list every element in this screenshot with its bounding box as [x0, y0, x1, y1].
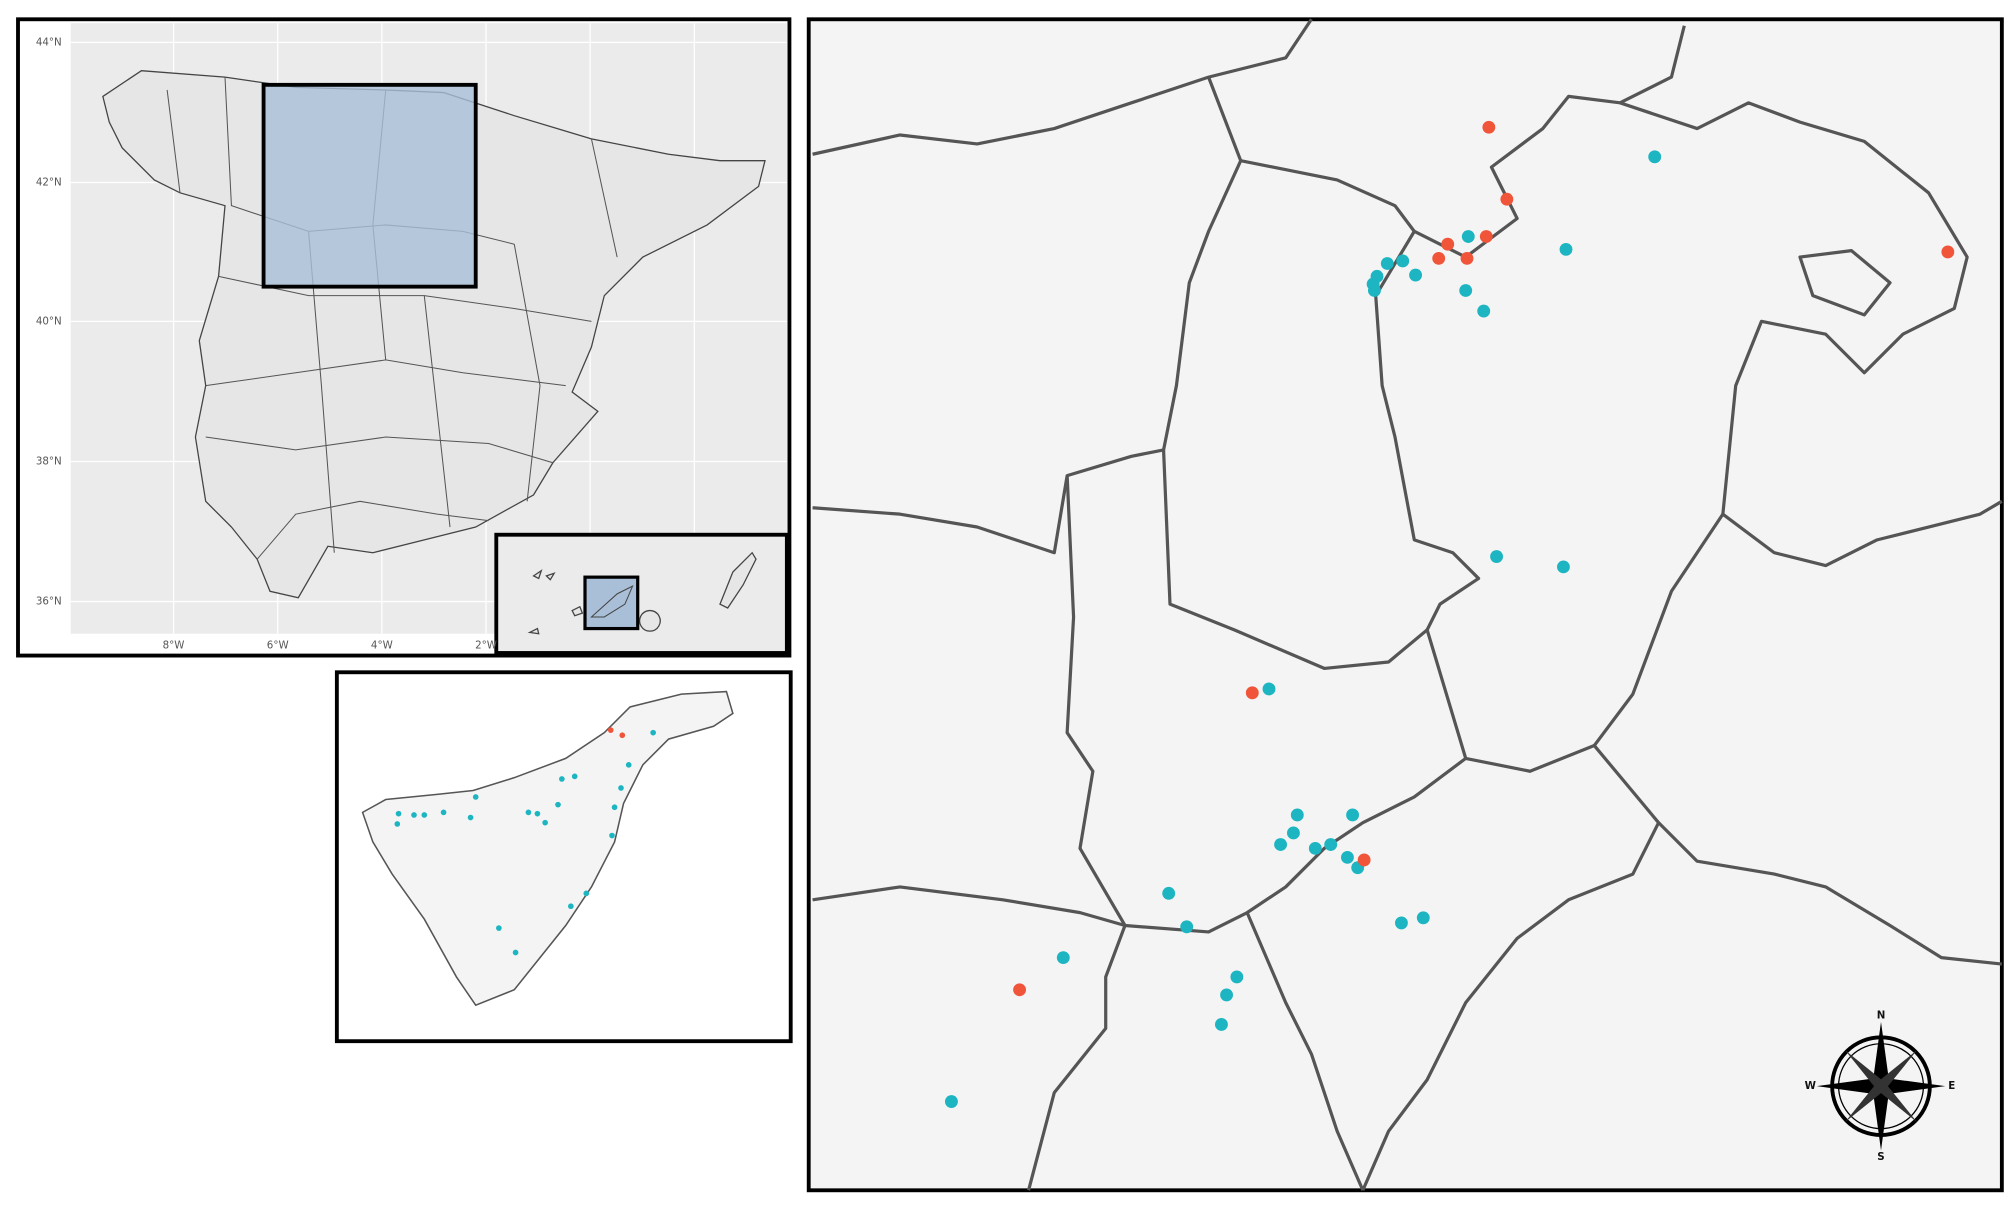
occurrence-point [568, 903, 574, 910]
occurrence-point [618, 785, 624, 791]
occurrence-point [542, 819, 548, 826]
occurrence-point [609, 832, 615, 839]
occurrence-point [1396, 254, 1410, 268]
study-area-box [261, 82, 478, 289]
detail-map-panel: N S E W [806, 17, 2004, 1193]
occurrence-point [583, 890, 590, 897]
tenerife-panel [334, 670, 793, 1044]
occurrence-point [1477, 304, 1491, 318]
occurrence-point [394, 821, 401, 827]
occurrence-point [1056, 951, 1070, 965]
occurrence-point [1479, 230, 1493, 243]
canary-inset [494, 532, 789, 655]
occurrence-point [1357, 853, 1371, 867]
occurrence-point [945, 1095, 958, 1109]
occurrence-point [571, 773, 578, 780]
occurrence-point [555, 801, 561, 808]
occurrence-point [421, 812, 428, 818]
longitude-label: 8°W [163, 639, 185, 651]
occurrence-point [1461, 230, 1475, 243]
occurrence-point [1230, 970, 1244, 984]
latitude-label: 38°N [36, 455, 62, 467]
occurrence-point [411, 812, 417, 818]
occurrence-point [1324, 838, 1338, 851]
occurrence-point [496, 925, 502, 931]
latitude-label: 42°N [36, 177, 62, 189]
compass-east: E [1948, 1080, 1955, 1092]
occurrence-point [1287, 826, 1300, 840]
compass-north: N [1877, 1009, 1886, 1021]
occurrence-point [1459, 284, 1473, 297]
occurrence-point [472, 794, 479, 800]
spain-overview-panel: 44°N 42°N 40°N 38°N 36°N 8°W 6°W 4°W 2°W [16, 17, 792, 658]
occurrence-point [1274, 838, 1287, 851]
occurrence-point [440, 809, 447, 816]
occurrence-point [559, 776, 565, 782]
occurrence-point [1341, 850, 1354, 864]
occurrence-point [1460, 251, 1474, 265]
occurrence-point [1432, 251, 1446, 265]
occurrence-point [1220, 988, 1233, 1002]
occurrence-point [1290, 808, 1304, 822]
province-borders [812, 18, 2003, 1191]
occurrence-point [1262, 682, 1276, 696]
compass-rose: N S E W [1805, 1009, 1956, 1162]
occurrence-point [1559, 242, 1573, 256]
latitude-label: 40°N [36, 315, 62, 327]
occurrence-point [1395, 916, 1408, 930]
occurrence-point [1162, 886, 1176, 900]
compass-west: W [1805, 1080, 1816, 1092]
occurrence-point [1441, 237, 1455, 251]
occurrence-point [525, 809, 532, 816]
latitude-label: 36°N [36, 596, 62, 608]
occurrence-point [1346, 808, 1359, 822]
occurrence-point [1941, 245, 1955, 259]
compass-south: S [1877, 1151, 1884, 1163]
occurrence-point [1409, 268, 1422, 282]
occurrence-point [1245, 686, 1259, 700]
longitude-label: 6°W [267, 639, 289, 651]
occurrence-point [1416, 911, 1430, 925]
occurrence-point [1557, 560, 1570, 574]
occurrence-point [512, 949, 519, 956]
occurrence-point [1490, 550, 1503, 564]
occurrence-point [1500, 192, 1514, 206]
occurrence-point [1368, 284, 1381, 297]
occurrence-point [534, 810, 541, 817]
longitude-label: 2°W [475, 639, 497, 651]
occurrence-point [1013, 983, 1026, 997]
latitude-label: 44°N [36, 36, 62, 48]
occurrence-point [1482, 120, 1496, 134]
occurrence-point [1308, 841, 1322, 855]
tenerife-outline [361, 690, 734, 1007]
occurrence-point [467, 814, 474, 821]
occurrence-point [1215, 1018, 1228, 1031]
occurrence-point [1648, 150, 1662, 164]
occurrence-point [607, 727, 614, 733]
occurrence-point [625, 761, 632, 768]
occurrence-point [1380, 257, 1394, 270]
occurrence-point [650, 729, 656, 736]
occurrence-point [395, 810, 402, 817]
occurrence-point [611, 804, 618, 811]
longitude-label: 4°W [371, 639, 393, 651]
occurrence-point [1180, 920, 1194, 934]
occurrence-point [619, 732, 626, 739]
